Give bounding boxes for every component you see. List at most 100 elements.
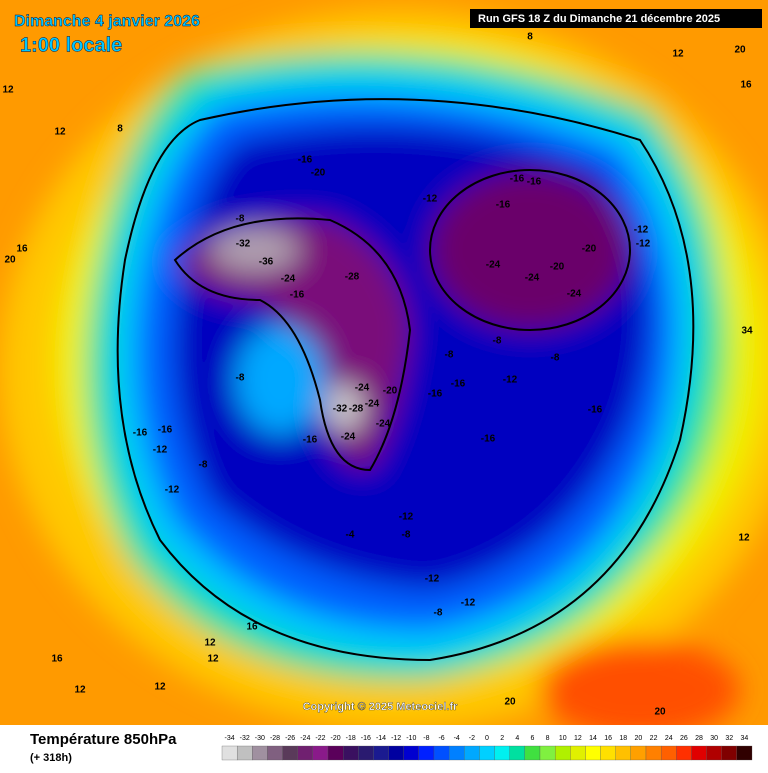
scale-cell bbox=[448, 745, 465, 761]
scale-label: 22 bbox=[650, 735, 658, 742]
contour-label: -8 bbox=[445, 350, 454, 361]
contour-label: 8 bbox=[527, 32, 533, 43]
contour-label: -20 bbox=[311, 168, 326, 179]
contour-label: -16 bbox=[133, 428, 148, 439]
contour-label: 20 bbox=[4, 255, 16, 266]
forecast-lead: (+ 318h) bbox=[30, 752, 72, 764]
contour-label: -12 bbox=[425, 574, 440, 585]
scale-cell bbox=[388, 745, 404, 761]
contour-label: -16 bbox=[298, 155, 313, 166]
contour-label: -12 bbox=[153, 445, 168, 456]
scale-label: 24 bbox=[665, 735, 673, 742]
scale-cell bbox=[236, 745, 253, 761]
scale-label: -24 bbox=[300, 735, 310, 742]
scale-cell bbox=[327, 745, 344, 761]
map-date: Dimanche 4 janvier 2026 bbox=[14, 13, 200, 30]
local-time: 1:00 locale bbox=[20, 34, 122, 56]
contour-label: -24 bbox=[376, 419, 391, 430]
scale-cell bbox=[721, 745, 738, 761]
contour-label: -20 bbox=[550, 262, 565, 273]
contour-label: 20 bbox=[734, 45, 746, 56]
scale-label: -16 bbox=[361, 735, 371, 742]
isotherm bbox=[429, 169, 631, 331]
contour-label: -8 bbox=[551, 353, 560, 364]
contour-label: 34 bbox=[741, 326, 753, 337]
contour-label: -12 bbox=[165, 485, 180, 496]
scale-label: 8 bbox=[546, 735, 550, 742]
scale-label: 34 bbox=[741, 735, 749, 742]
scale-label: 16 bbox=[604, 735, 612, 742]
contour-label: -24 bbox=[525, 273, 540, 284]
scale-cell bbox=[373, 745, 389, 761]
contour-label: -16 bbox=[496, 200, 511, 211]
scale-cell bbox=[267, 745, 283, 761]
contour-label: 12 bbox=[74, 685, 86, 696]
scale-label: 6 bbox=[530, 735, 534, 742]
scale-label: -32 bbox=[240, 735, 250, 742]
scale-label: -10 bbox=[406, 735, 416, 742]
scale-label: -20 bbox=[331, 735, 341, 742]
scale-label: -2 bbox=[469, 735, 475, 742]
contour-label: -24 bbox=[365, 399, 380, 410]
contour-label: -20 bbox=[582, 244, 597, 255]
scale-label: 10 bbox=[559, 735, 567, 742]
scale-label: -4 bbox=[454, 735, 460, 742]
contour-label: -12 bbox=[636, 239, 651, 250]
scale-label: 2 bbox=[500, 735, 504, 742]
scale-cell bbox=[676, 745, 692, 761]
scale-cell bbox=[645, 745, 662, 761]
contour-label: -16 bbox=[510, 174, 525, 185]
contour-label: -28 bbox=[345, 272, 360, 283]
contour-label: -12 bbox=[423, 194, 438, 205]
scale-cell bbox=[615, 745, 632, 761]
contour-label: 20 bbox=[504, 697, 516, 708]
scale-label: -30 bbox=[255, 735, 265, 742]
contour-label: 8 bbox=[117, 124, 123, 135]
run-info: Run GFS 18 Z du Dimanche 21 décembre 202… bbox=[478, 13, 720, 25]
scale-label: -6 bbox=[438, 735, 444, 742]
contour-label: -12 bbox=[634, 225, 649, 236]
scale-label: 14 bbox=[589, 735, 597, 742]
scale-cell bbox=[570, 745, 586, 761]
contour-label: 16 bbox=[51, 654, 63, 665]
scale-cell bbox=[464, 745, 480, 761]
scale-label: -26 bbox=[285, 735, 295, 742]
contour-label: -20 bbox=[383, 386, 398, 397]
scale-label: 28 bbox=[695, 735, 703, 742]
color-scale: -34 -32 -30 -28 -26 -24 -22 -20 -18 -16 -14 -12 -10-… bbox=[221, 735, 753, 761]
contour-label: -16 bbox=[451, 379, 466, 390]
contour-label: -16 bbox=[158, 425, 173, 436]
scale-label: 32 bbox=[725, 735, 733, 742]
contour-label: -24 bbox=[567, 289, 582, 300]
scale-cell bbox=[660, 745, 677, 761]
contour-label: -16 bbox=[428, 389, 443, 400]
scale-cell bbox=[554, 745, 571, 761]
contour-label: 12 bbox=[672, 49, 684, 60]
scale-cell bbox=[524, 745, 541, 761]
map: -16-20-8-32-36-24-16-28-20-24-24-24-32 -2… bbox=[0, 0, 768, 725]
scale-cell bbox=[706, 745, 722, 761]
scale-cell bbox=[736, 745, 753, 761]
scale-cell bbox=[691, 745, 707, 761]
scale-cell bbox=[509, 745, 526, 761]
contour-label: -8 bbox=[402, 530, 411, 541]
scale-cell bbox=[312, 745, 329, 761]
scale-cell bbox=[221, 745, 238, 761]
scale-cell bbox=[403, 745, 420, 761]
scale-cell bbox=[494, 745, 510, 761]
scale-cell bbox=[539, 745, 556, 761]
run-box bbox=[470, 9, 762, 28]
scale-label: -14 bbox=[376, 735, 386, 742]
scale-label: 30 bbox=[710, 735, 718, 742]
contour-label: -32 bbox=[333, 404, 348, 415]
contour-label: -16 bbox=[303, 435, 318, 446]
scale-cell bbox=[585, 745, 601, 761]
contour-label: 20 bbox=[654, 707, 666, 718]
scale-label: -28 bbox=[270, 735, 280, 742]
scale-cell bbox=[342, 745, 359, 761]
scale-label: -22 bbox=[315, 735, 325, 742]
contour-label: -8 bbox=[236, 373, 245, 384]
contour-label: -28 bbox=[349, 404, 364, 415]
contour-label: -8 bbox=[199, 460, 208, 471]
